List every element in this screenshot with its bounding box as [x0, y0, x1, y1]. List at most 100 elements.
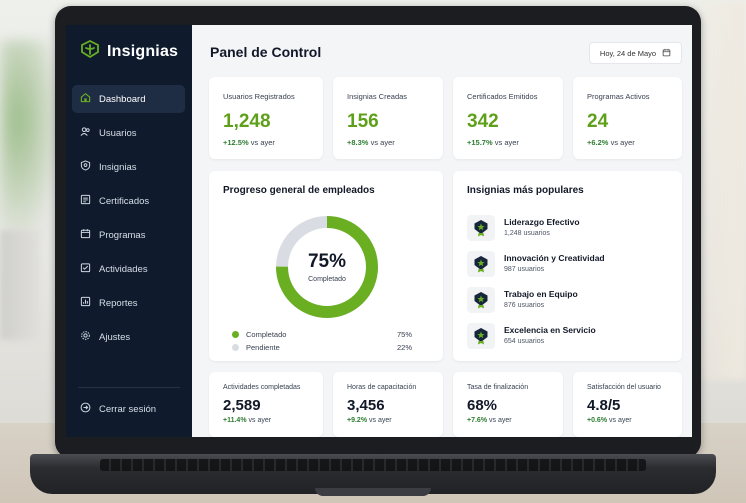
- sidebar-item-programas[interactable]: Programas: [72, 221, 185, 249]
- stat-label: Certificados Emitidos: [467, 92, 538, 101]
- donut-percent: 75%: [307, 251, 347, 272]
- popular-title: Insignias más populares: [467, 185, 584, 196]
- badge-icon: [467, 215, 495, 241]
- stat-change: +12.5% vs ayer: [223, 138, 275, 147]
- stat-change-value: +6.2%: [587, 138, 609, 147]
- metric-label: Actividades completadas: [223, 384, 301, 391]
- stat-card-certificados[interactable]: Certificados Emitidos 342 +15.7% vs ayer: [453, 77, 563, 159]
- sidebar-item-certificados[interactable]: Certificados: [72, 187, 185, 215]
- metric-change: +9.2% vs ayer: [347, 417, 392, 424]
- metric-change-value: +7.6%: [467, 417, 488, 424]
- badge-item[interactable]: Trabajo en Equipo 876 usuarios: [467, 287, 657, 315]
- metric-label: Tasa de finalización: [467, 384, 529, 391]
- progress-title: Progreso general de empleados: [223, 185, 375, 196]
- logout-icon: [80, 402, 91, 416]
- gear-icon: [80, 330, 91, 344]
- background-plant: [0, 40, 60, 240]
- stat-change: +6.2% vs ayer: [587, 138, 635, 147]
- metric-card-horas[interactable]: Horas de capacitación 3,456 +9.2% vs aye…: [333, 372, 443, 437]
- stat-change-value: +12.5%: [223, 138, 249, 147]
- metric-card-actividades[interactable]: Actividades completadas 2,589 +11.4% vs …: [209, 372, 323, 437]
- laptop-screen: Insignias Dashboard Usuarios Insignias C…: [66, 25, 692, 437]
- laptop-keyboard: [100, 459, 646, 471]
- stat-change: +8.3% vs ayer: [347, 138, 395, 147]
- logout-button[interactable]: Cerrar sesión: [80, 402, 156, 416]
- report-icon: [80, 296, 91, 310]
- metric-change-suffix: vs ayer: [609, 417, 632, 424]
- metric-change: +11.4% vs ayer: [223, 417, 271, 424]
- date-picker[interactable]: Hoy, 24 de Mayo: [589, 42, 682, 64]
- sidebar-item-label: Usuarios: [99, 127, 137, 139]
- sidebar-item-actividades[interactable]: Actividades: [72, 255, 185, 283]
- sidebar-item-label: Dashboard: [99, 93, 146, 105]
- stat-label: Programas Activos: [587, 92, 650, 101]
- stat-card-programas[interactable]: Programas Activos 24 +6.2% vs ayer: [573, 77, 682, 159]
- badge-users: 1,248 usuarios: [504, 230, 550, 237]
- progress-donut: 75% Completado: [275, 215, 379, 319]
- brand[interactable]: Insignias: [79, 39, 178, 64]
- badge-name: Trabajo en Equipo: [504, 289, 578, 299]
- shield-icon: [80, 160, 91, 174]
- badge-users: 654 usuarios: [504, 338, 545, 345]
- sidebar-item-reportes[interactable]: Reportes: [72, 289, 185, 317]
- stat-change-suffix: vs ayer: [370, 138, 395, 147]
- stat-change-value: +15.7%: [467, 138, 493, 147]
- badge-name: Liderazgo Efectivo: [504, 217, 580, 227]
- metric-change-suffix: vs ayer: [369, 417, 392, 424]
- sidebar-item-label: Insignias: [99, 161, 137, 173]
- sidebar-item-label: Actividades: [99, 263, 148, 275]
- stat-value: 156: [347, 111, 379, 132]
- legend-name: Completado: [246, 330, 287, 339]
- sidebar-item-label: Ajustes: [99, 331, 131, 343]
- metric-card-tasa[interactable]: Tasa de finalización 68% +7.6% vs ayer: [453, 372, 563, 437]
- logo-icon: [79, 39, 101, 64]
- donut-progress-arc: [276, 216, 378, 318]
- progress-card: Progreso general de empleados 75% Comple…: [209, 171, 443, 361]
- metric-value: 4.8/5: [587, 397, 621, 414]
- sidebar-nav: Dashboard Usuarios Insignias Certificado…: [72, 85, 185, 357]
- badge-name: Innovación y Creatividad: [504, 253, 605, 263]
- badge-icon: [467, 251, 495, 277]
- sidebar-item-insignias[interactable]: Insignias: [72, 153, 185, 181]
- home-icon: [80, 92, 91, 106]
- metric-label: Horas de capacitación: [347, 384, 417, 391]
- donut-label: Completado: [308, 276, 346, 283]
- sidebar-item-dashboard[interactable]: Dashboard: [72, 85, 185, 113]
- metric-value: 2,589: [223, 397, 261, 414]
- brand-name: Insignias: [107, 42, 179, 60]
- legend-name: Pendiente: [246, 343, 280, 352]
- page-title: Panel de Control: [210, 44, 322, 60]
- sidebar-item-usuarios[interactable]: Usuarios: [72, 119, 185, 147]
- sidebar-item-ajustes[interactable]: Ajustes: [72, 323, 185, 351]
- metric-change-value: +0.6%: [587, 417, 608, 424]
- legend-dot: [232, 344, 239, 351]
- stat-value: 342: [467, 111, 499, 132]
- logout-label: Cerrar sesión: [99, 403, 157, 415]
- sidebar-item-label: Reportes: [99, 297, 138, 309]
- metric-label: Satisfacción del usuario: [587, 384, 661, 391]
- metric-card-satisfaccion[interactable]: Satisfacción del usuario 4.8/5 +0.6% vs …: [573, 372, 682, 437]
- laptop-notch: [315, 488, 431, 496]
- stat-change-value: +8.3%: [347, 138, 369, 147]
- calendar-icon: [80, 228, 91, 242]
- stat-change-suffix: vs ayer: [610, 138, 635, 147]
- calendar-icon: [662, 48, 671, 59]
- stat-label: Insignias Creadas: [347, 92, 408, 101]
- metric-change-suffix: vs ayer: [489, 417, 512, 424]
- main-content: Panel de Control Hoy, 24 de Mayo Usuario…: [192, 25, 692, 437]
- metric-value: 3,456: [347, 397, 385, 414]
- legend-value: 75%: [396, 330, 412, 339]
- badge-item[interactable]: Excelencia en Servicio 654 usuarios: [467, 323, 657, 351]
- badge-item[interactable]: Liderazgo Efectivo 1,248 usuarios: [467, 215, 657, 243]
- certificate-icon: [80, 194, 91, 208]
- legend-item-pendiente: Pendiente 22%: [232, 343, 412, 353]
- sidebar-item-label: Certificados: [99, 195, 150, 207]
- legend-value: 22%: [396, 343, 412, 352]
- metric-change-value: +11.4%: [223, 417, 247, 424]
- badge-item[interactable]: Innovación y Creatividad 987 usuarios: [467, 251, 657, 279]
- badge-users: 876 usuarios: [504, 302, 545, 309]
- stat-card-insignias[interactable]: Insignias Creadas 156 +8.3% vs ayer: [333, 77, 443, 159]
- stat-label: Usuarios Registrados: [223, 92, 295, 101]
- legend-item-completado: Completado 75%: [232, 330, 412, 340]
- stat-card-usuarios[interactable]: Usuarios Registrados 1,248 +12.5% vs aye…: [209, 77, 323, 159]
